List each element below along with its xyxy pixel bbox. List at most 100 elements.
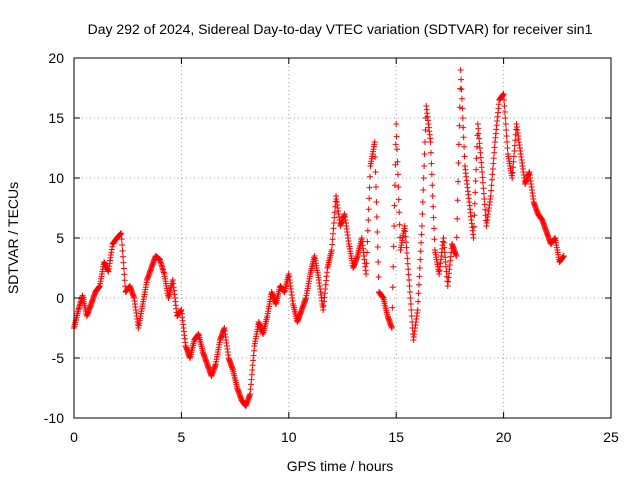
data-point [364,227,371,234]
data-point [479,179,486,186]
data-point [502,121,509,127]
data-point [501,103,508,109]
data-point [405,266,412,273]
data-point [456,122,463,129]
data-point [418,239,425,246]
data-point [394,171,401,178]
y-tick-labels: -10 -5 0 5 10 15 20 [44,50,64,426]
data-point [404,255,411,262]
data-point [479,174,486,181]
x-tick-label: 15 [388,429,404,445]
data-point [511,148,518,154]
data-point [120,259,127,266]
y-tick-label: 20 [48,50,64,66]
data-point [459,105,466,112]
data-point [418,231,425,238]
data-point [375,259,382,265]
data-point [405,271,412,278]
data-point [472,189,479,196]
data-point [415,290,422,297]
data-point [419,199,426,205]
data-point [403,244,410,251]
data-point [430,203,437,210]
data-point [415,298,422,305]
data-point [371,139,378,145]
data-point [489,176,496,183]
data-point [373,184,380,190]
data-points [71,67,567,409]
data-point [406,283,413,289]
grid [74,58,611,418]
data-point [470,235,477,241]
data-point [456,104,463,111]
data-point [330,220,337,226]
data-point [460,124,467,131]
data-point [428,171,435,178]
y-tick-label: -5 [52,350,65,366]
data-point [454,215,461,222]
data-point [118,230,125,237]
data-point [503,127,510,133]
data-point [421,139,428,145]
data-point [488,187,495,194]
data-point [364,238,371,245]
data-point [331,209,338,216]
data-point [453,253,460,259]
data-point [330,225,337,232]
data-point [458,76,465,83]
data-point [503,133,510,139]
data-point [455,160,462,166]
y-axis-label: SDTVAR / TECUs [5,182,21,294]
data-point [490,155,497,162]
data-point [375,274,382,280]
data-point [458,86,465,93]
data-point [120,265,127,272]
x-tick-label: 5 [178,429,186,445]
data-point [373,214,380,220]
data-point [407,295,414,301]
data-point [429,193,436,199]
data-point [363,249,370,256]
data-point [510,158,517,165]
data-point [119,253,126,260]
data-point [487,193,494,199]
data-point [431,236,438,243]
data-point [391,202,398,209]
data-point [429,182,436,189]
data-point [501,97,508,103]
data-point [431,225,438,232]
data-point [404,260,411,267]
data-point [393,121,400,127]
data-point [481,201,488,208]
data-point [458,95,465,102]
data-point [501,109,508,115]
data-point [473,155,480,162]
data-point [119,241,126,248]
data-point [455,141,462,148]
data-point [366,195,373,202]
data-point [488,182,495,189]
data-point [395,196,402,203]
data-point [461,143,468,150]
data-point [481,196,488,202]
data-point [417,248,424,255]
data-point [418,223,425,229]
data-point [461,153,468,160]
data-point [420,187,427,193]
data-point [479,169,486,175]
data-point [330,230,337,237]
data-point [416,265,423,271]
data-point [422,127,429,133]
data-point [402,228,409,235]
data-point [403,239,410,246]
data-point [363,260,370,267]
data-point [406,289,413,295]
data-point [363,271,370,277]
data-point [427,149,434,156]
data-point [460,134,467,141]
data-point [403,250,410,256]
data-point [329,236,336,243]
data-point [372,169,379,175]
data-point [408,313,415,319]
data-point [472,178,479,184]
